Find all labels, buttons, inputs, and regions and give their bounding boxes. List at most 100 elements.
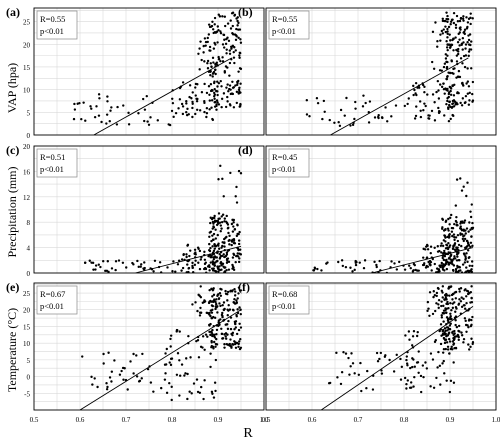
data-point (236, 83, 239, 87)
data-point (202, 267, 206, 271)
data-point (231, 86, 235, 90)
data-point (443, 327, 447, 330)
data-point (127, 111, 130, 115)
data-point (214, 307, 217, 311)
data-point (238, 322, 241, 326)
data-point (442, 311, 446, 315)
data-point (429, 245, 433, 248)
data-point (469, 324, 473, 328)
data-point (229, 290, 232, 293)
data-point (452, 37, 455, 40)
data-point (465, 227, 469, 230)
data-point (209, 333, 212, 337)
data-point (407, 330, 411, 333)
data-point (229, 27, 233, 30)
data-point (198, 47, 201, 50)
data-point (308, 114, 311, 118)
data-point (233, 228, 237, 231)
data-point (446, 300, 449, 304)
data-point (470, 260, 474, 263)
data-point (440, 261, 443, 265)
data-point (215, 61, 218, 64)
data-point (447, 306, 450, 310)
data-point (446, 36, 449, 39)
data-point (462, 41, 465, 44)
data-point (442, 336, 446, 340)
data-point (451, 84, 454, 87)
data-point (390, 115, 393, 118)
data-point (409, 366, 412, 370)
data-point (424, 361, 427, 364)
panel-e: -5 0 5 10 15 20 25 0.5 0.6 0.7 0.8 0.9 1.0 (e) R=0.67 p… (6, 280, 269, 424)
data-point (367, 121, 371, 124)
data-point (423, 102, 426, 105)
data-point (90, 107, 93, 110)
data-point (212, 238, 215, 241)
data-point (469, 22, 472, 26)
data-point (323, 110, 326, 113)
data-point (209, 246, 212, 250)
data-point (181, 105, 185, 108)
data-point (448, 327, 452, 331)
data-point (237, 70, 240, 73)
data-point (169, 337, 172, 341)
data-point (455, 307, 458, 310)
data-point (449, 86, 452, 89)
data-point (463, 65, 467, 69)
data-point (209, 221, 212, 225)
data-point (227, 90, 230, 93)
data-point (171, 101, 175, 105)
data-point (218, 257, 222, 260)
data-point (225, 251, 229, 254)
data-point (339, 108, 343, 112)
data-point (137, 265, 140, 269)
y-tick-label: 20 (23, 41, 31, 49)
y-tick-label: 10 (23, 340, 31, 348)
data-point (426, 93, 429, 96)
data-point (449, 20, 453, 23)
data-point (455, 54, 459, 57)
data-point (440, 242, 443, 245)
data-point (223, 24, 227, 28)
data-point (221, 311, 224, 315)
data-point (132, 263, 135, 266)
data-point (141, 352, 144, 356)
data-point (234, 84, 237, 87)
data-point (453, 301, 456, 304)
data-point (446, 30, 449, 33)
data-point (211, 28, 215, 31)
data-point (219, 224, 223, 227)
data-point (203, 348, 206, 351)
data-point (198, 267, 202, 271)
data-point (403, 268, 407, 271)
data-point (211, 75, 214, 78)
data-point (217, 267, 220, 271)
data-point (213, 334, 216, 338)
data-point (219, 79, 222, 83)
data-point (212, 315, 215, 319)
data-point (203, 82, 206, 86)
data-point (464, 229, 467, 232)
data-point (106, 260, 110, 263)
data-point (199, 285, 202, 288)
data-point (206, 62, 209, 65)
data-point (312, 269, 315, 272)
data-point (449, 312, 452, 315)
data-point (437, 110, 441, 113)
data-point (235, 185, 238, 189)
data-point (185, 253, 188, 256)
data-point (464, 319, 467, 323)
data-point (216, 41, 219, 44)
data-point (228, 308, 232, 311)
data-point (398, 260, 401, 264)
data-point (238, 340, 241, 343)
data-point (236, 297, 239, 300)
data-point (214, 300, 217, 304)
data-point (449, 23, 452, 26)
data-point (220, 327, 223, 330)
data-point (471, 100, 474, 103)
data-point (221, 15, 224, 18)
data-point (189, 356, 192, 359)
data-point (219, 254, 223, 258)
data-point (200, 90, 204, 94)
